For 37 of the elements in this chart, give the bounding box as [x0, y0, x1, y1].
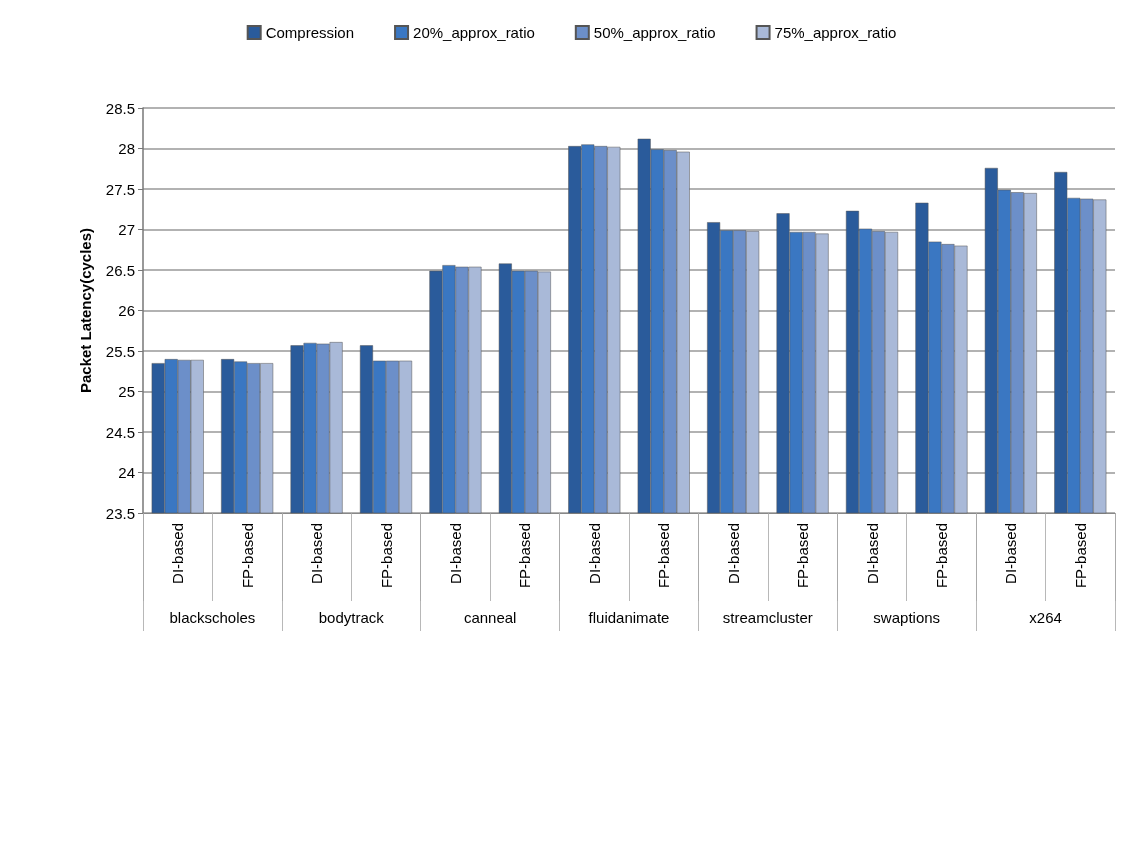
x-tick-label: FP-based	[794, 523, 812, 589]
y-tick-label: 23.5	[105, 504, 135, 522]
x-tick-label: DI-based	[863, 523, 881, 584]
y-axis-title: Packet Latency(cycles)	[77, 227, 94, 394]
y-tick-label: 28	[118, 140, 135, 157]
x-tick-label: DI-based	[169, 523, 187, 584]
y-tick-label: 25	[118, 383, 135, 400]
y-tick-label: 27.5	[105, 180, 135, 198]
y-tick-label: 24.5	[105, 423, 135, 441]
x-tick-label: FP-based	[1071, 523, 1089, 589]
text: x264	[1029, 609, 1062, 626]
x-tick-label: FP-based	[932, 523, 950, 589]
legend-label: Compression	[265, 24, 355, 41]
x-tick-label: DI-based	[308, 523, 326, 584]
legend-label: 75%_approx_ratio	[774, 24, 897, 41]
y-tick-label: 25.5	[105, 342, 135, 360]
x-tick-label: DI-based	[724, 523, 742, 584]
text: canneal	[463, 609, 517, 626]
y-tick-label: 28.5	[105, 99, 135, 117]
y-tick-label: 27	[118, 221, 135, 238]
legend-label: 50%_approx_ratio	[593, 24, 716, 41]
text: blackscholes	[169, 609, 256, 626]
text: streamcluster	[722, 609, 813, 626]
y-tick-label: 24	[118, 464, 135, 481]
x-tick-label: DI-based	[1002, 523, 1020, 584]
y-tick-label: 26.5	[105, 261, 135, 279]
x-tick-label: FP-based	[377, 523, 395, 589]
legend-label: 20%_approx_ratio	[413, 24, 535, 41]
x-tick-label: DI-based	[446, 523, 464, 584]
x-tick-label: FP-based	[516, 523, 534, 589]
y-tick-label: 26	[118, 302, 135, 319]
text: bodytrack	[318, 609, 385, 626]
x-tick-label: FP-based	[238, 523, 256, 589]
x-tick-label: FP-based	[655, 523, 673, 589]
text: swaptions	[873, 609, 941, 626]
text: fluidanimate	[588, 609, 670, 626]
x-tick-label: DI-based	[585, 523, 603, 584]
